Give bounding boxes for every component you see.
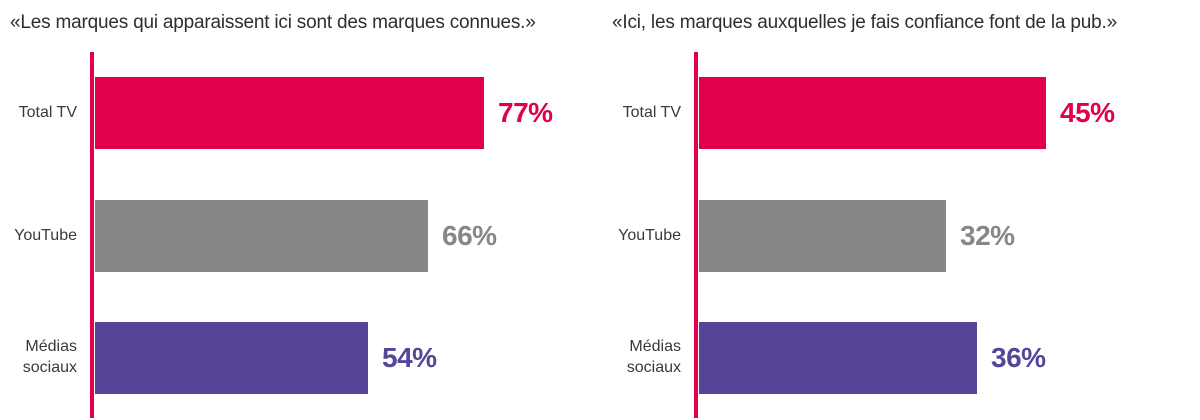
- chart-trusted-brands: «Ici, les marques auxquelles je fais con…: [600, 0, 1200, 420]
- bar-row-medias-sociaux: Médias sociaux 36%: [600, 322, 1200, 394]
- bar-track: 45%: [699, 77, 1115, 149]
- bar-row-youtube: YouTube 66%: [0, 200, 600, 272]
- value-label-medias-sociaux: 36%: [991, 342, 1046, 373]
- bar-track: 54%: [95, 322, 437, 394]
- value-label-youtube: 66%: [442, 220, 497, 251]
- bar-medias-sociaux: [95, 322, 368, 394]
- bar-total-tv: [95, 77, 484, 149]
- category-label-total-tv: Total TV: [622, 103, 681, 121]
- bar-youtube: [699, 200, 946, 272]
- y-axis-line: [694, 52, 698, 418]
- category-label-youtube: YouTube: [14, 226, 77, 244]
- y-axis-line: [90, 52, 94, 418]
- bar-row-youtube: YouTube 32%: [600, 200, 1200, 272]
- category-label-medias-sociaux: Médias sociaux: [626, 338, 681, 376]
- value-label-total-tv: 77%: [498, 97, 553, 128]
- category-label-total-tv: Total TV: [18, 103, 77, 121]
- bar-medias-sociaux: [699, 322, 977, 394]
- chart-title: «Les marques qui apparaissent ici sont d…: [10, 12, 536, 33]
- category-label-youtube: YouTube: [618, 226, 681, 244]
- bar-total-tv: [699, 77, 1046, 149]
- chart-title: «Ici, les marques auxquelles je fais con…: [612, 12, 1117, 33]
- bar-track: 32%: [699, 200, 1015, 272]
- bar-track: 36%: [699, 322, 1046, 394]
- value-label-total-tv: 45%: [1060, 97, 1115, 128]
- value-label-youtube: 32%: [960, 220, 1015, 251]
- bar-row-total-tv: Total TV 77%: [0, 77, 600, 149]
- bar-youtube: [95, 200, 428, 272]
- bar-row-medias-sociaux: Médias sociaux 54%: [0, 322, 600, 394]
- bar-row-total-tv: Total TV 45%: [600, 77, 1200, 149]
- value-label-medias-sociaux: 54%: [382, 342, 437, 373]
- bar-track: 77%: [95, 77, 553, 149]
- category-label-medias-sociaux: Médias sociaux: [22, 338, 77, 376]
- chart-known-brands: «Les marques qui apparaissent ici sont d…: [0, 12, 600, 418]
- bar-track: 66%: [95, 200, 497, 272]
